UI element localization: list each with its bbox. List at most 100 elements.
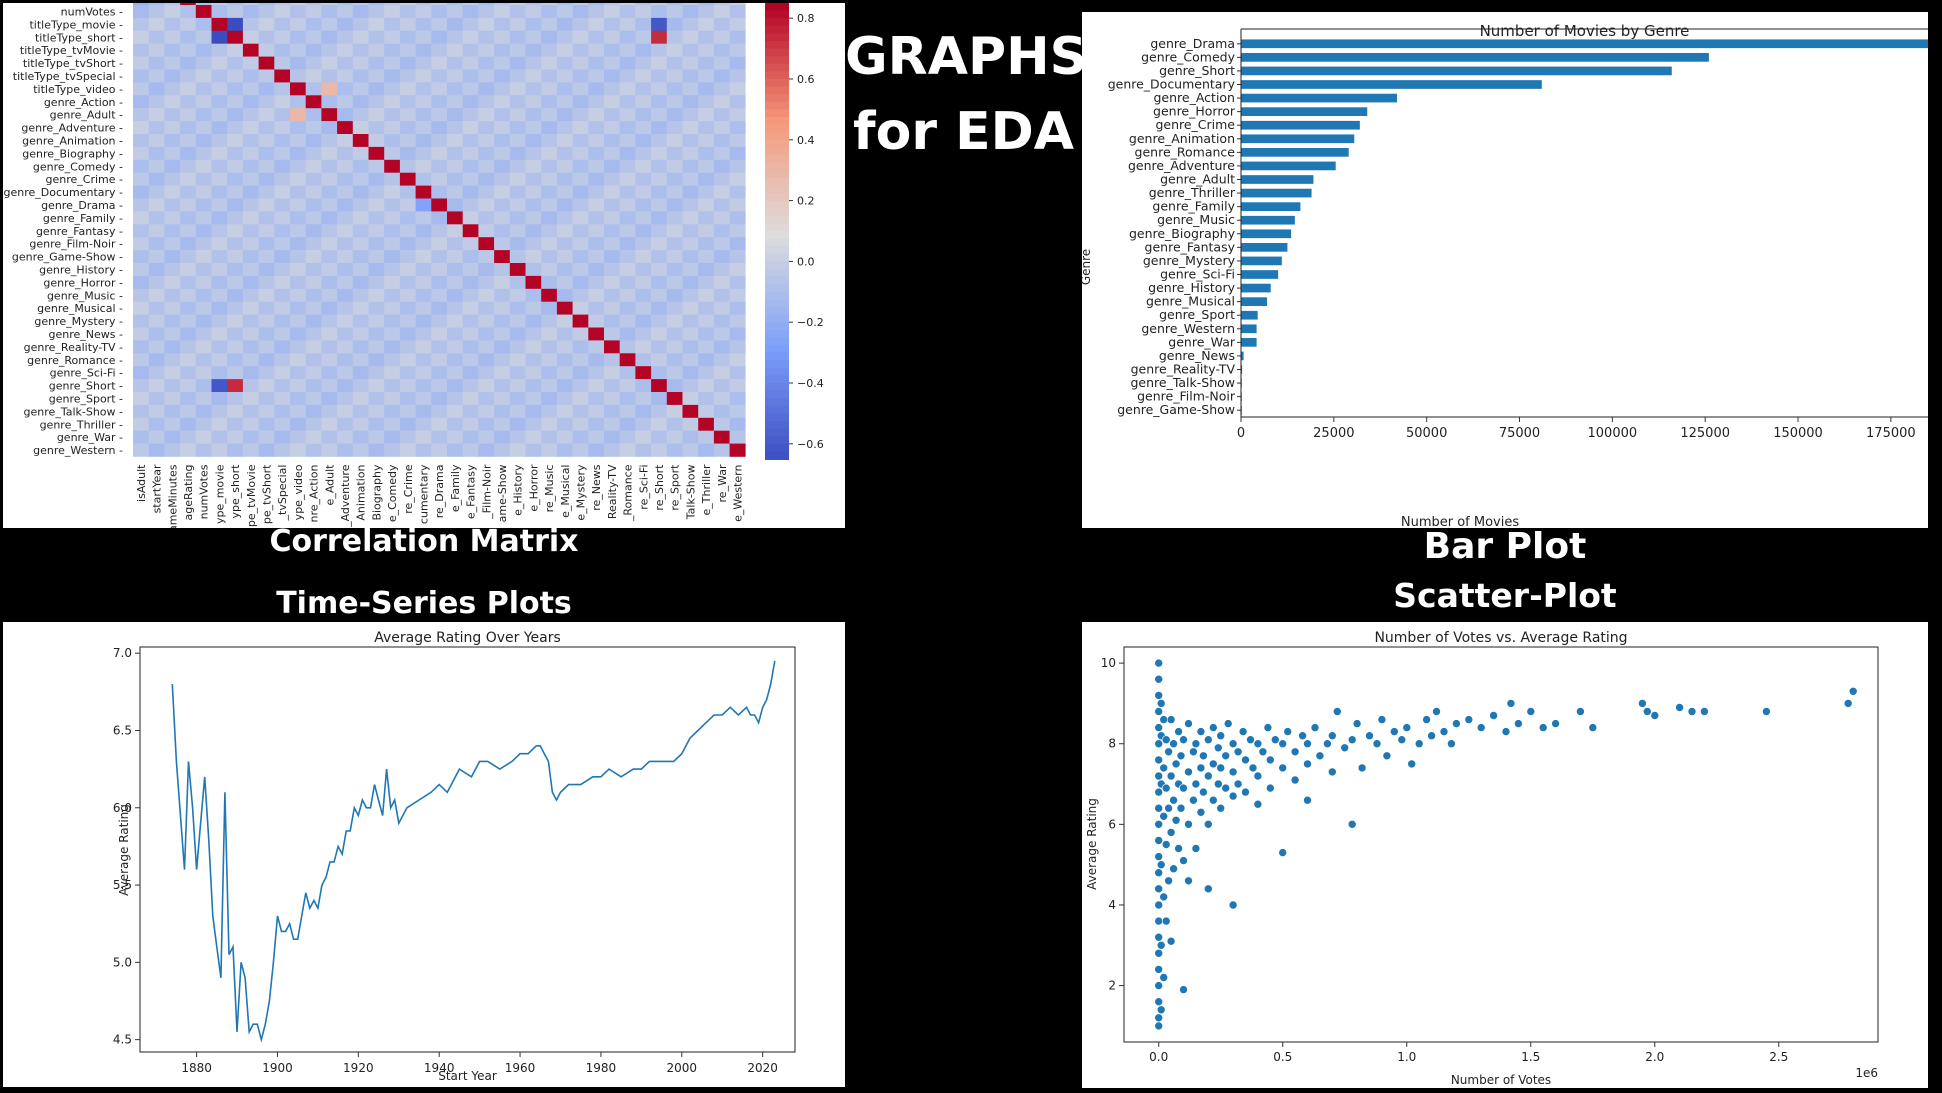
heatmap-cell (195, 430, 212, 444)
heatmap-cell (635, 134, 652, 148)
heatmap-cell (211, 211, 228, 225)
heatmap-cell (541, 172, 558, 186)
heatmap-cell (431, 5, 448, 19)
heatmap-cell (337, 121, 354, 135)
heatmap-cell (321, 95, 338, 109)
heatmap-cell (635, 121, 652, 135)
heatmap-cell (242, 134, 259, 148)
heatmap-cell (509, 211, 526, 225)
heatmap-cell (729, 392, 746, 406)
heatmap-cell (509, 17, 526, 32)
heatmap-cell (713, 108, 730, 122)
heatmap-cell (399, 340, 416, 354)
scatter-point (1171, 759, 1181, 769)
heatmap-cell (635, 379, 652, 393)
heatmap-cell (556, 366, 573, 380)
heatmap-cell (352, 301, 369, 315)
heatmap-cell (651, 172, 668, 186)
heatmap-cell (431, 327, 448, 341)
heatmap-cell (415, 185, 432, 199)
heatmap-col-label: e_Musical (559, 465, 572, 518)
heatmap-cell (509, 366, 526, 380)
heatmap-cell (556, 17, 573, 32)
heatmap-cell (384, 379, 401, 393)
heatmap-cell (133, 250, 149, 264)
heatmap-cell (525, 3, 542, 6)
line-chart-title: Average Rating Over Years (374, 630, 561, 646)
heatmap-cell (556, 69, 573, 83)
heatmap-cell (494, 314, 511, 328)
heatmap-cell (321, 17, 338, 32)
heatmap-cell (368, 43, 385, 57)
heatmap-cell (227, 159, 244, 173)
heatmap-cell (541, 353, 558, 367)
heatmap-cell (494, 430, 511, 444)
bar-category-label: genre_News (1159, 348, 1235, 363)
heatmap-cell (431, 56, 448, 70)
bar (1241, 53, 1709, 62)
heatmap-cell (274, 353, 291, 367)
heatmap-cell (305, 275, 322, 290)
heatmap-cell (619, 327, 636, 341)
heatmap-cell (195, 340, 212, 354)
scatter-point (1447, 739, 1456, 748)
colorbar-segment (765, 269, 789, 278)
heatmap-cell (211, 17, 228, 32)
heatmap-row-label: genre_Documentary - (4, 186, 124, 199)
scatter-point (1328, 767, 1337, 777)
heatmap-cell (525, 327, 542, 341)
heatmap-cell (604, 95, 620, 109)
heatmap-cell (368, 340, 385, 354)
heatmap-cell (572, 250, 589, 264)
heatmap-cell (572, 69, 589, 83)
heatmap-cell (180, 82, 197, 96)
heatmap-cell (415, 379, 432, 393)
heatmap-cell (399, 314, 416, 328)
heatmap-cell (682, 108, 699, 122)
colorbar-segment (765, 421, 789, 430)
heatmap-cell (431, 69, 448, 83)
heatmap-cell (164, 263, 181, 277)
colorbar-segment (765, 10, 789, 20)
heatmap-cell (180, 366, 197, 380)
heatmap-cell (195, 417, 212, 431)
heatmap-cell (698, 185, 715, 199)
heatmap-cell (572, 95, 589, 109)
heatmap-cell (572, 366, 589, 380)
heatmap-cell (447, 146, 463, 161)
heatmap-cell (227, 340, 244, 354)
heatmap-cell (368, 69, 385, 83)
heatmap-cell (431, 417, 448, 431)
heatmap-cell (509, 185, 526, 199)
heatmap-cell (666, 404, 683, 419)
heatmap-cell (619, 314, 636, 328)
heatmap-cell (415, 69, 432, 83)
heatmap-cell (321, 172, 338, 186)
bar-category-label: genre_Short (1159, 63, 1235, 78)
heatmap-cell (462, 121, 479, 135)
colorbar-segment (765, 383, 789, 392)
heatmap-cell (290, 30, 306, 44)
heatmap-cell (321, 417, 338, 431)
heatmap-cell (337, 56, 354, 70)
heatmap-cell (619, 95, 636, 109)
heatmap-cell (556, 211, 573, 225)
heatmap-cell (525, 224, 542, 238)
heatmap-cell (635, 340, 652, 354)
heatmap-cell (635, 301, 652, 315)
heatmap-cell (227, 146, 244, 161)
heatmap-cell (274, 95, 291, 109)
scatter-x-tick-label: 2.0 (1645, 1050, 1664, 1064)
colorbar-segment (765, 360, 789, 369)
scatter-point (1159, 973, 1168, 982)
heatmap-cell (195, 379, 212, 393)
heatmap-col-label: startYear (151, 464, 164, 513)
heatmap-cell (321, 392, 338, 406)
heatmap-cell (588, 95, 605, 109)
scatter-point (1290, 775, 1300, 785)
heatmap-cell (635, 198, 652, 212)
scatter-point (1303, 739, 1312, 748)
heatmap-cell (509, 69, 526, 83)
heatmap-cell (666, 430, 683, 444)
heatmap-cell (227, 134, 244, 148)
